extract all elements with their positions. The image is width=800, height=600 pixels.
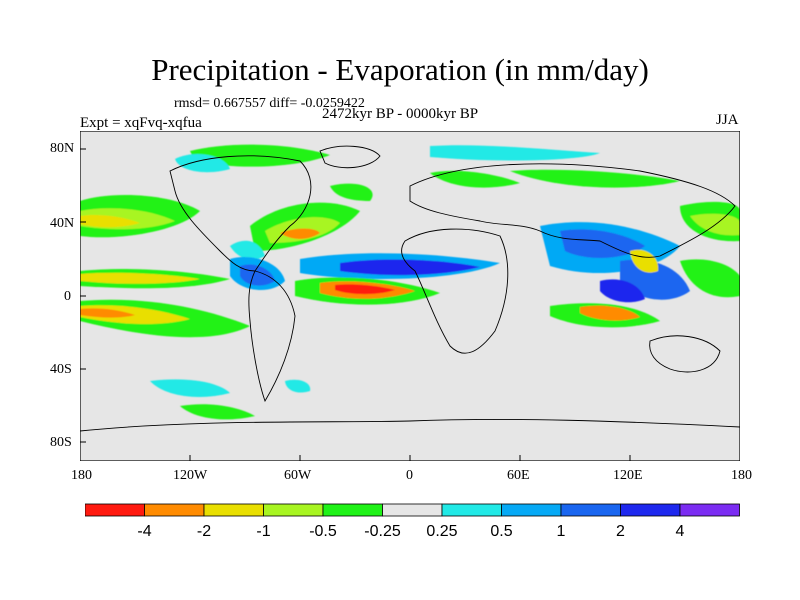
axis-ticks bbox=[80, 148, 631, 461]
contour-spac-orange bbox=[80, 308, 135, 318]
stats-line: rmsd= 0.667557 diff= -0.0259422 bbox=[174, 96, 365, 111]
south-america-coast bbox=[248, 270, 296, 403]
colorbar-labels: -4 -2 -1 -0.5 -0.25 0.25 0.5 1 2 4 bbox=[137, 523, 684, 540]
contour-fields bbox=[80, 144, 740, 420]
y-tick-label: 80S bbox=[50, 435, 72, 450]
colorbar-boxes bbox=[85, 503, 740, 517]
colorbar-box bbox=[203, 503, 264, 517]
colorbar-box bbox=[144, 503, 205, 517]
contour-caribbean-cyan bbox=[230, 240, 265, 260]
contour-southern-cyan-2 bbox=[285, 379, 311, 393]
contour-atlantic-green bbox=[330, 183, 373, 201]
y-tick-label: 0 bbox=[64, 289, 71, 304]
north-america-coast bbox=[169, 155, 312, 272]
colorbar-box bbox=[382, 503, 443, 517]
period-label: 2472kyr BP - 0000kyr BP bbox=[322, 106, 479, 122]
colorbar-label: 2 bbox=[616, 523, 625, 540]
contour-wpwp-green bbox=[680, 259, 740, 298]
contour-arctic-cyan bbox=[175, 154, 230, 173]
colorbar: -4 -2 -1 -0.5 -0.25 0.25 0.5 1 2 4 bbox=[85, 503, 740, 540]
australia-coast bbox=[649, 335, 721, 373]
x-tick-label: 60E bbox=[507, 468, 530, 483]
contour-indian-orange bbox=[580, 305, 640, 321]
x-tick-label: 180 bbox=[71, 468, 92, 483]
colorbar-box bbox=[560, 503, 621, 517]
coastlines bbox=[80, 145, 740, 432]
colorbar-box bbox=[263, 503, 324, 517]
contour-arctic-cyan-2 bbox=[430, 145, 600, 161]
greenland-coast bbox=[319, 145, 381, 169]
contour-itcz-pacific-yellow bbox=[80, 272, 200, 284]
colorbar-label: -2 bbox=[197, 523, 211, 540]
colorbar-label: -1 bbox=[256, 523, 270, 540]
colorbar-box bbox=[679, 503, 740, 517]
season-label: JJA bbox=[716, 112, 739, 128]
africa-coast bbox=[401, 228, 509, 354]
contour-southern-cyan bbox=[150, 379, 230, 397]
colorbar-label: 0.25 bbox=[426, 523, 457, 540]
y-tick-label: 40N bbox=[50, 216, 75, 231]
x-tick-label: 60W bbox=[284, 468, 312, 483]
x-tick-label: 120E bbox=[613, 468, 643, 483]
contour-southern-green bbox=[180, 404, 255, 420]
colorbar-label: -0.25 bbox=[364, 523, 401, 540]
antarctica-coast bbox=[80, 418, 740, 432]
colorbar-label: -4 bbox=[137, 523, 151, 540]
chart-title: Precipitation - Evaporation (in mm/day) bbox=[151, 52, 649, 87]
map-panel bbox=[80, 131, 740, 461]
colorbar-label: -0.5 bbox=[309, 523, 337, 540]
colorbar-label: 0.5 bbox=[490, 523, 512, 540]
contour-maritime-navy bbox=[600, 279, 645, 303]
y-tick-label: 40S bbox=[50, 362, 72, 377]
contour-npacific-yellow bbox=[80, 214, 140, 228]
colorbar-label: 1 bbox=[557, 523, 566, 540]
eurasia-coast bbox=[409, 163, 736, 258]
colorbar-label: 4 bbox=[676, 523, 685, 540]
colorbar-box bbox=[620, 503, 681, 517]
y-tick-label: 80N bbox=[50, 141, 75, 156]
colorbar-box bbox=[441, 503, 502, 517]
x-tick-label: 180 bbox=[731, 468, 752, 483]
colorbar-box bbox=[322, 503, 383, 517]
contour-satl-red bbox=[335, 284, 395, 295]
contour-gulfstream-orange bbox=[280, 228, 320, 239]
x-tick-label: 120W bbox=[173, 468, 208, 483]
contour-monsoon-darkblue bbox=[560, 229, 645, 258]
contour-siberia-green bbox=[510, 169, 680, 188]
contour-eurasia-green bbox=[430, 170, 520, 188]
experiment-label: Expt = xqFvq-xqfua bbox=[80, 115, 202, 131]
colorbar-box bbox=[501, 503, 562, 517]
x-tick-label: 0 bbox=[406, 468, 413, 483]
contour-scs-yellow bbox=[630, 249, 659, 273]
contour-epac-darkblue bbox=[240, 264, 275, 286]
colorbar-box bbox=[85, 503, 145, 517]
